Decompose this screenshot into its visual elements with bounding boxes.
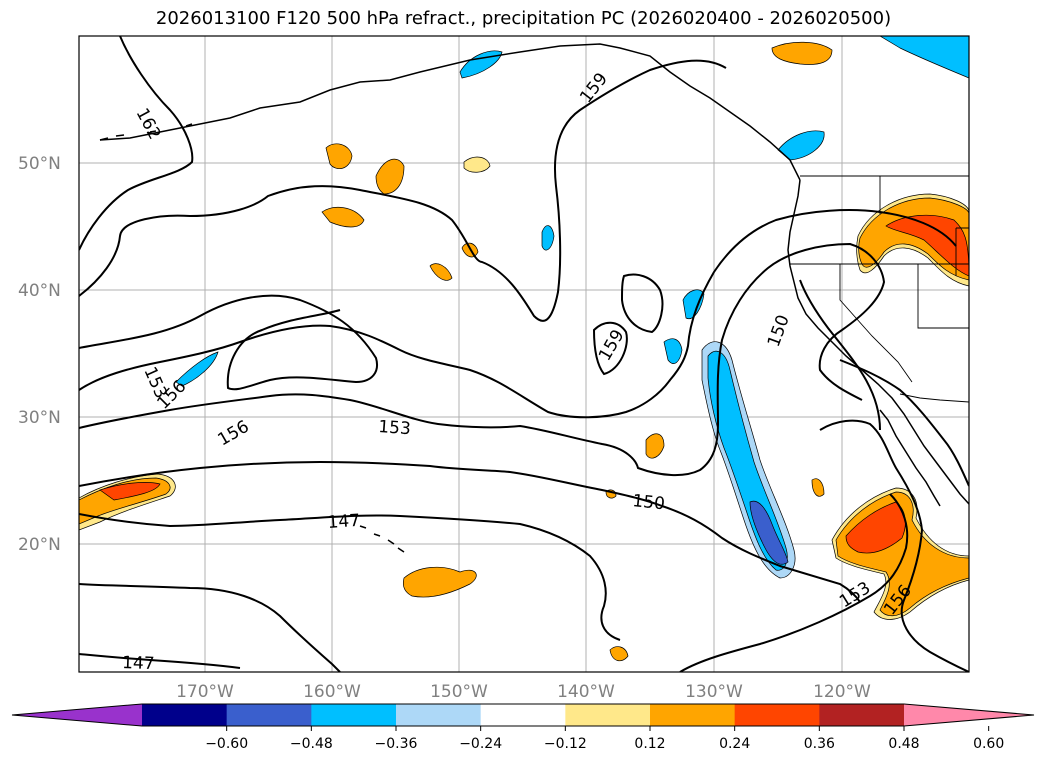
colorbar-tick-label: 0.12 — [634, 736, 665, 752]
lat-label: 50°N — [18, 154, 61, 174]
na-west-coast — [787, 179, 969, 505]
colorbar-swatch — [650, 704, 736, 726]
colorbar-swatch — [480, 704, 566, 726]
precip-negative-areas — [175, 36, 969, 579]
colorbar: −0.60 −0.48 −0.36 −0.24 −0.12 0.12 0.24 0.36 0.4… — [11, 703, 1035, 752]
precip-area-west-core — [99, 482, 161, 501]
contour-153 — [79, 242, 886, 477]
map-title: 2026013100 F120 500 hPa refract., precip… — [155, 8, 892, 29]
contour-156-south — [819, 419, 969, 672]
contour-150-east — [799, 279, 881, 431]
contour-159-east — [592, 273, 664, 376]
colorbar-tick-label: −0.24 — [459, 736, 502, 752]
precip-area-mid-small — [645, 433, 665, 459]
colorbar-outline — [11, 703, 1035, 727]
precip-area-mexico-core — [845, 501, 906, 554]
colorbar-tick-label: −0.36 — [375, 736, 418, 752]
precip-area-tiny3 — [811, 478, 825, 497]
coastlines — [99, 43, 969, 553]
contour-147-bottom — [79, 653, 241, 669]
aleutian-islands — [99, 123, 193, 141]
colorbar-swatch — [142, 704, 228, 726]
longitude-labels: 170°W 160°W 150°W 140°W 130°W 120°W — [176, 682, 871, 702]
lat-label: 30°N — [18, 408, 61, 428]
precip-area-mid-small — [541, 225, 555, 251]
colorbar-swatch — [226, 704, 312, 726]
colorbar-swatch — [396, 704, 482, 726]
precip-area-blob-b — [375, 158, 405, 195]
precip-area-east-small1 — [682, 289, 705, 320]
contour-156-se — [839, 359, 969, 487]
contour-156-big — [79, 209, 957, 419]
precip-area-band-core — [749, 500, 789, 565]
colorbar-swatch — [734, 704, 820, 726]
contour-label: 147 — [122, 653, 155, 674]
contour-label: 147 — [327, 511, 361, 533]
colorbar-swatch — [565, 704, 651, 726]
precip-area-west-small — [175, 351, 219, 387]
contour-150 — [79, 460, 861, 603]
latitude-labels: 50°N 40°N 30°N 20°N — [18, 154, 61, 555]
contour-159-north — [79, 59, 727, 322]
colorbar-swatch — [311, 704, 397, 726]
contour-162 — [79, 36, 194, 251]
map-frame — [78, 35, 970, 673]
lon-label: 170°W — [176, 682, 234, 702]
precip-area-bc-coast — [777, 130, 825, 161]
baja-coast — [879, 409, 941, 507]
lon-label: 140°W — [557, 682, 615, 702]
lat-label: 20°N — [18, 535, 61, 555]
colorbar-tick-label: 0.36 — [804, 736, 835, 752]
borders — [790, 175, 969, 403]
us-mexico-border — [899, 393, 969, 403]
colorbar-tick-label: −0.48 — [290, 736, 333, 752]
precip-positive-areas — [79, 41, 969, 662]
gridlines — [79, 36, 969, 672]
lon-label: 120°W — [813, 682, 871, 702]
lat-label: 40°N — [18, 281, 61, 301]
contour-label: 150 — [631, 491, 665, 514]
colorbar-extend-low — [12, 704, 142, 726]
lon-label: 150°W — [430, 682, 488, 702]
precip-area-tiny2 — [609, 646, 629, 662]
colorbar-tick-label: 0.60 — [973, 736, 1004, 752]
contour-153-south — [679, 493, 909, 672]
refractivity-contours — [79, 36, 969, 672]
colorbar-extend-high — [904, 704, 1034, 726]
precip-area-blob-c — [463, 156, 491, 173]
state-border-3 — [917, 264, 969, 329]
state-border-4 — [955, 227, 969, 276]
lon-label: 130°W — [685, 682, 743, 702]
lon-label: 160°W — [303, 682, 361, 702]
alaska-coast — [99, 43, 801, 181]
hawaii-islands — [359, 525, 405, 553]
contour-147-south — [79, 583, 341, 672]
precip-area-gulf-top — [771, 41, 833, 65]
precip-area-blob-a — [325, 143, 353, 170]
colorbar-tick-label: −0.60 — [205, 736, 248, 752]
colorbar-tick-label: −0.12 — [544, 736, 587, 752]
colorbar-tick-label: 0.24 — [719, 736, 750, 752]
contour-label: 153 — [378, 417, 412, 439]
precip-area-hawaii-south — [402, 566, 477, 598]
colorbar-tick-label: 0.48 — [888, 736, 919, 752]
precip-area-east-small2 — [663, 338, 683, 364]
contour-147 — [79, 513, 621, 641]
precip-area-blob-d — [321, 206, 365, 228]
precip-area-blob-f — [429, 263, 453, 281]
ca-nv-border — [839, 264, 913, 383]
colorbar-swatch — [819, 704, 905, 726]
